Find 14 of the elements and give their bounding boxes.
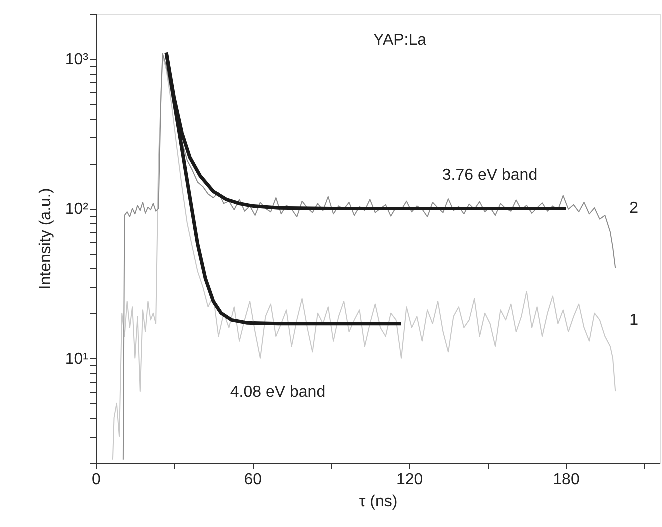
series-label: 1 bbox=[630, 312, 639, 330]
annotation: 4.08 eV band bbox=[230, 384, 326, 401]
x-axis-title: τ (ns) bbox=[359, 494, 398, 510]
series-label: 2 bbox=[630, 200, 639, 218]
x-tick-label: 0 bbox=[92, 472, 102, 488]
x-tick-label: 180 bbox=[553, 472, 580, 488]
y-tick-label: 10¹ bbox=[65, 350, 88, 368]
x-tick-label: 60 bbox=[244, 472, 262, 488]
y-tick-label: 10² bbox=[65, 201, 90, 218]
x-tick-label: 120 bbox=[396, 472, 424, 488]
annotation: 3.76 eV band bbox=[442, 167, 538, 184]
y-tick-label: 10³ bbox=[65, 52, 90, 69]
annotation: YAP:La bbox=[373, 32, 427, 49]
y-axis-title: Intensity (a.u.) bbox=[37, 188, 54, 290]
